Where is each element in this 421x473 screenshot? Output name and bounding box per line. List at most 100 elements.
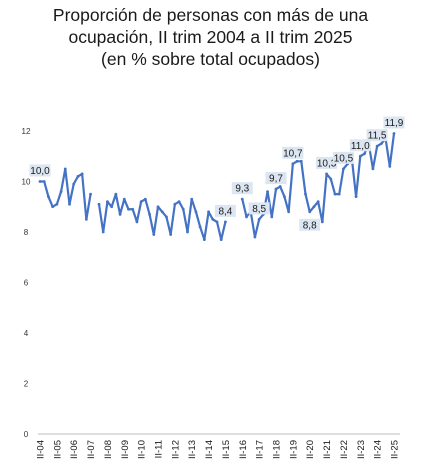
data-label-text: 11,9 [385,118,404,129]
x-tick-label: II-11 [154,440,165,458]
data-point [122,197,126,201]
data-point [63,167,67,171]
data-point [257,217,261,221]
data-point [68,202,71,206]
data-point [97,202,101,206]
data-point [190,197,194,201]
x-tick-label: II-25 [390,440,401,459]
data-point [308,210,312,214]
chart-title: Proporción de personas con más de una oc… [0,4,421,70]
data-point [55,202,59,206]
x-tick-label: II-21 [322,440,333,459]
x-tick-label: II-06 [69,440,80,459]
series-line [38,132,396,241]
data-label: 11,0 [349,139,371,152]
data-point [371,167,375,171]
x-tick-label: II-16 [238,440,249,459]
y-tick-label: 6 [24,279,29,288]
data-point [375,144,379,148]
y-tick-label: 8 [24,228,29,237]
data-label-text: 8,4 [218,206,232,217]
data-point [143,197,147,201]
data-point [80,172,84,176]
data-point [316,200,320,204]
data-label: 8,8 [299,218,321,231]
x-tick-label: II-07 [86,440,97,459]
data-point [51,205,55,209]
data-point [76,175,80,178]
data-label: 8,4 [214,204,236,217]
data-point [253,235,257,239]
data-point [169,233,173,236]
data-point [333,192,337,196]
data-point [152,233,156,236]
data-label: 9,7 [265,172,287,185]
data-point [278,185,282,188]
x-tick-label: II-24 [373,440,384,459]
x-tick-label: II-23 [356,440,367,459]
data-point [211,217,215,221]
data-point [110,205,114,209]
data-point [325,172,328,176]
data-point [135,220,139,224]
data-point [312,205,316,209]
data-point [304,192,307,196]
data-point [245,215,248,219]
data-point [148,212,151,216]
x-tick-label: II-09 [120,440,131,459]
data-label-text: 8,8 [303,220,317,231]
data-point [320,220,324,224]
data-point [224,220,227,224]
data-point [165,215,168,219]
data-point [186,230,189,234]
data-label-text: 11,5 [368,131,387,142]
x-tick-label: II-19 [288,440,299,459]
data-point [270,215,274,219]
data-label-box [316,156,338,169]
x-tick-label: II-15 [221,440,232,459]
data-label-text: 10,0 [30,166,50,177]
data-label-text: 8,5 [252,204,266,215]
data-label-text: 9,7 [269,174,283,185]
x-tick-label: II-22 [339,440,350,459]
data-label: 10,7 [282,146,304,159]
data-point [379,142,383,146]
data-point [392,132,396,135]
data-label-text: 9,3 [235,184,249,195]
data-label-text: 10,3 [317,158,337,169]
data-label: 10,5 [332,151,354,164]
y-tick-label: 10 [22,178,31,187]
data-point [342,167,345,171]
data-point [207,210,210,214]
y-tick-label: 2 [24,380,29,389]
data-point [337,192,341,196]
data-label-text: 10,5 [334,153,354,164]
y-tick-label: 0 [24,430,29,439]
data-label-text: 11,0 [351,141,370,152]
data-point [363,152,366,156]
data-point [299,159,303,163]
data-point [114,192,118,196]
data-point [240,197,244,201]
data-label: 8,5 [248,202,270,215]
data-point [287,210,291,214]
data-point [194,210,198,214]
data-label: 11,5 [366,129,388,142]
data-label-box [349,139,371,152]
y-tick-label: 4 [24,329,29,338]
data-point [358,154,362,158]
y-tick-label: 12 [22,127,31,136]
chart-title-line-2: ocupación, II trim 2004 a II trim 2025 [68,27,353,47]
data-point [388,164,392,168]
data-point [181,207,185,211]
data-point [59,190,63,194]
data-point [283,195,286,199]
x-tick-label: II-17 [255,440,266,459]
chart-title-line-3: (en % sobre total ocupados) [101,49,320,69]
data-point [127,207,130,211]
data-point [38,180,42,183]
data-point [89,192,92,196]
data-point [84,217,88,221]
data-label-box [29,164,51,177]
